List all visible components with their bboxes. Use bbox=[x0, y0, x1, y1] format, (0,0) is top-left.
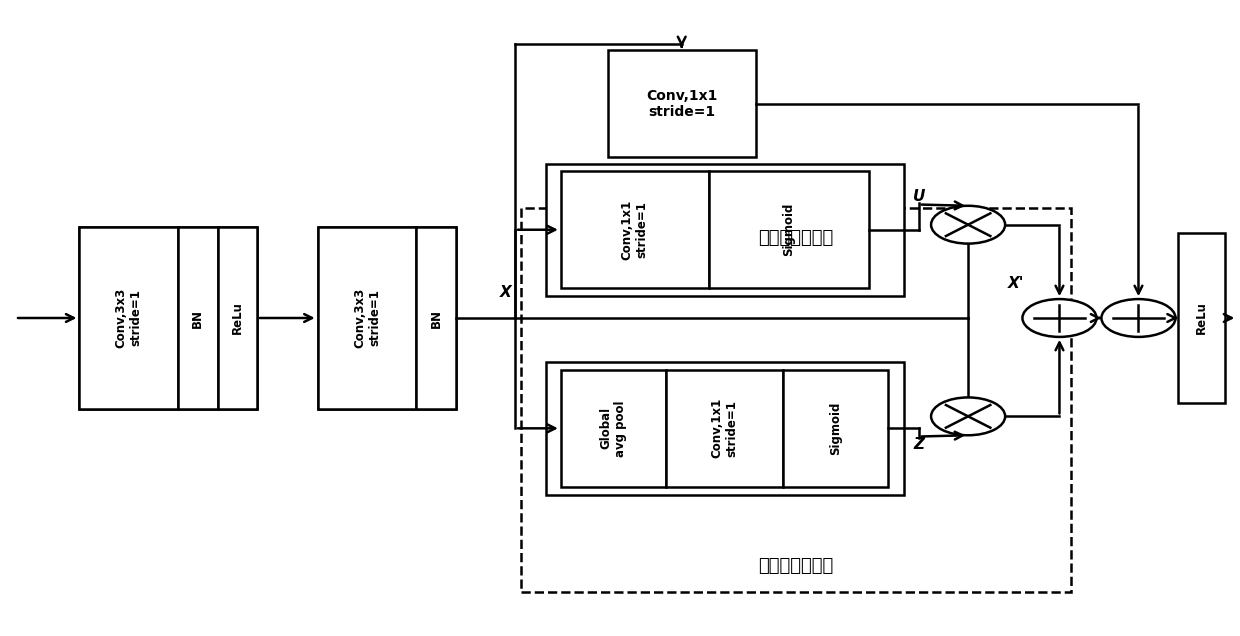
Text: Global
avg pool: Global avg pool bbox=[599, 400, 627, 457]
Bar bbox=[608, 50, 756, 157]
Bar bbox=[546, 163, 904, 296]
Text: Conv,1x1
stride=1: Conv,1x1 stride=1 bbox=[711, 398, 738, 459]
Bar bbox=[417, 226, 456, 410]
Bar bbox=[79, 226, 257, 410]
Bar bbox=[217, 226, 257, 410]
Text: BN: BN bbox=[191, 308, 205, 328]
Text: Conv,1x1
stride=1: Conv,1x1 stride=1 bbox=[621, 200, 649, 260]
Text: X: X bbox=[500, 286, 511, 300]
Text: Conv,3x3
stride=1: Conv,3x3 stride=1 bbox=[114, 288, 143, 348]
Circle shape bbox=[1023, 299, 1096, 337]
Bar bbox=[521, 208, 1070, 592]
Text: Conv,3x3
stride=1: Conv,3x3 stride=1 bbox=[353, 288, 381, 348]
Text: ReLu: ReLu bbox=[1195, 301, 1208, 335]
Bar bbox=[546, 362, 904, 495]
Bar bbox=[79, 226, 179, 410]
Text: X': X' bbox=[1008, 276, 1024, 291]
Text: ReLu: ReLu bbox=[231, 301, 244, 335]
Bar bbox=[560, 370, 666, 487]
Bar bbox=[317, 226, 417, 410]
Bar bbox=[1178, 233, 1225, 403]
Text: Conv,1x1
stride=1: Conv,1x1 stride=1 bbox=[646, 88, 718, 119]
Bar bbox=[782, 370, 888, 487]
Bar bbox=[709, 171, 869, 288]
Bar bbox=[560, 171, 709, 288]
Text: U: U bbox=[913, 189, 925, 204]
Text: Sigmoid: Sigmoid bbox=[828, 402, 842, 455]
Bar bbox=[666, 370, 782, 487]
Circle shape bbox=[931, 206, 1006, 244]
Text: BN: BN bbox=[429, 308, 443, 328]
Text: Sigmoid: Sigmoid bbox=[782, 203, 796, 256]
Text: 空间注意力机制: 空间注意力机制 bbox=[759, 229, 833, 247]
Text: Z: Z bbox=[913, 437, 924, 452]
Circle shape bbox=[931, 398, 1006, 435]
Bar bbox=[179, 226, 217, 410]
Circle shape bbox=[1101, 299, 1176, 337]
Bar bbox=[317, 226, 456, 410]
Text: 通道注意力机制: 通道注意力机制 bbox=[759, 556, 833, 575]
